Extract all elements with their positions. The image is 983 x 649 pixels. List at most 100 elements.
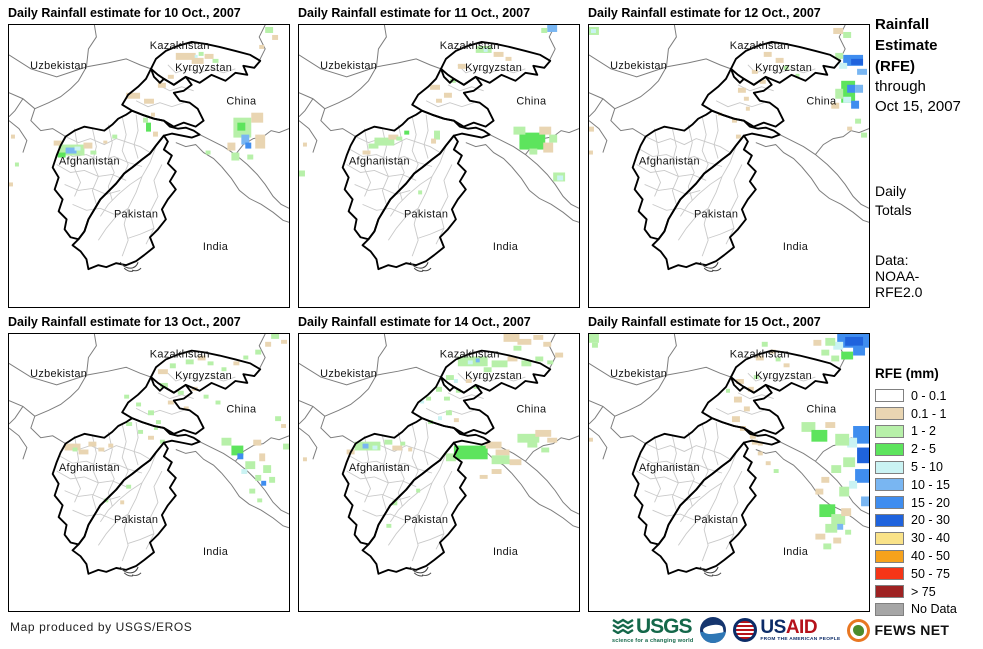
rain-patch (302, 142, 307, 147)
rain-patch (14, 162, 19, 167)
panel-title: Daily Rainfall estimate for 12 Oct., 200… (588, 6, 821, 20)
sidebar-title-line: through (875, 78, 926, 95)
legend-swatch (875, 585, 904, 599)
rain-patch (513, 345, 522, 351)
sidebar-title-line: (RFE) (875, 58, 915, 75)
legend-swatch (875, 513, 904, 527)
rain-patch (589, 150, 593, 155)
country-label-pakistan: Pakistan (114, 514, 158, 526)
rain-patch (847, 437, 858, 448)
legend-swatch (875, 496, 904, 510)
rain-patch (251, 112, 264, 123)
rain-patch (733, 396, 742, 403)
country-label-kyrgyzstan: Kyrgyzstan (465, 62, 522, 74)
rain-patch (841, 351, 854, 360)
rain-patch (493, 51, 504, 57)
rain-patch (507, 356, 518, 362)
rain-patch (392, 445, 403, 451)
rain-patch (533, 334, 544, 340)
rain-patch (483, 47, 488, 52)
map-canvas: Kazakhstan Uzbekistan Kyrgyzstan China Afgha… (9, 334, 289, 611)
rain-patch (426, 396, 432, 401)
rain-patch (150, 112, 155, 117)
rain-patch (815, 533, 826, 540)
rain-patch (841, 508, 852, 517)
rain-patch (302, 457, 307, 462)
rain-patch (557, 175, 564, 181)
rain-patch (362, 150, 371, 155)
rain-patch (773, 469, 779, 473)
country-label-china: China (516, 96, 547, 108)
rain-patch (843, 457, 856, 468)
rain-patch (453, 379, 458, 383)
rain-patch (65, 147, 77, 154)
legend-swatch (875, 531, 904, 545)
rain-patch (138, 429, 144, 434)
rain-patch (207, 361, 214, 366)
legend-row-10: 50 - 75 (875, 565, 957, 583)
rain-patch (843, 96, 852, 103)
country-label-china: China (806, 96, 837, 108)
usaid-tagline: FROM THE AMERICAN PEOPLE (760, 636, 841, 642)
rain-patch (815, 488, 824, 495)
rain-patch (198, 51, 204, 56)
usaid-wordmark: USAID (760, 616, 818, 638)
rain-patch (745, 106, 750, 111)
rain-patch (247, 154, 254, 160)
rain-patch (775, 357, 781, 362)
legend-row-6: 15 - 20 (875, 494, 957, 512)
rain-patch (589, 437, 593, 442)
sidebar-subtitle: Daily Totals (875, 182, 912, 220)
rain-patch (825, 422, 836, 428)
rain-patch (519, 132, 546, 150)
rain-patch (527, 441, 538, 448)
rain-patch (731, 118, 737, 123)
country-label-uzbekistan: Uzbekistan (610, 60, 667, 72)
rain-patch (221, 437, 232, 446)
rain-patch (455, 388, 461, 393)
rain-patch (757, 451, 763, 456)
rain-patch (416, 488, 421, 493)
rain-patch (743, 406, 750, 412)
rain-patch (821, 349, 830, 356)
rain-patch (265, 26, 274, 33)
sidebar: Rainfall Estimate (RFE) through Oct 15, … (875, 0, 981, 649)
rain-patch (408, 447, 413, 452)
rain-patch (543, 142, 554, 153)
rain-patch (120, 500, 125, 505)
country-labels: Kazakhstan Uzbekistan Kyrgyzstan China Afgha… (30, 40, 257, 253)
rain-patch (362, 443, 369, 449)
rain-patch (509, 459, 522, 466)
rain-patch (835, 433, 850, 446)
rain-patch (72, 447, 78, 452)
rain-patch (233, 361, 240, 366)
rain-patch (491, 455, 510, 465)
usaid-logo: USAID FROM THE AMERICAN PEOPLE (733, 618, 840, 643)
legend-label: 15 - 20 (911, 495, 950, 510)
legend-label: 40 - 50 (911, 549, 950, 564)
map-canvas: Kazakhstan Uzbekistan Kyrgyzstan China Afgha… (589, 25, 869, 307)
rain-patch (831, 355, 840, 362)
legend-row-11: > 75 (875, 583, 957, 601)
country-label-kazakhstan: Kazakhstan (150, 349, 210, 361)
legend-row-1: 0.1 - 1 (875, 405, 957, 423)
rain-patches (64, 334, 289, 505)
rain-patch (259, 453, 266, 462)
rain-patch (215, 400, 221, 405)
rain-patch (589, 126, 594, 132)
rain-patch (153, 426, 158, 430)
panel-title: Daily Rainfall estimate for 10 Oct., 200… (8, 6, 241, 20)
legend-swatch (875, 460, 904, 474)
rain-patch (185, 359, 194, 365)
rain-patch (755, 355, 764, 361)
rain-patch (495, 449, 510, 456)
rain-patch (726, 388, 730, 393)
legend-row-9: 40 - 50 (875, 547, 957, 565)
rain-patch (299, 170, 305, 177)
rain-patch (821, 476, 830, 483)
map-panel-1: Daily Rainfall estimate for 10 Oct., 200… (8, 5, 290, 308)
rain-patch (491, 469, 502, 474)
rain-patch (78, 449, 89, 455)
country-label-uzbekistan: Uzbekistan (320, 60, 377, 72)
usgs-tagline: science for a changing world (612, 637, 694, 644)
